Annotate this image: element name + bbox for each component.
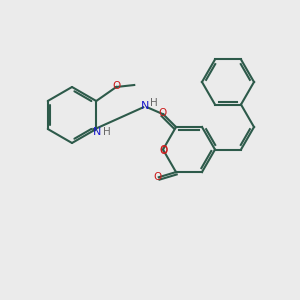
Text: O: O [159, 146, 167, 155]
Text: O: O [158, 108, 166, 118]
Text: N: N [93, 127, 101, 137]
Text: H: H [103, 127, 111, 137]
Text: O: O [112, 81, 120, 91]
Text: O: O [159, 145, 167, 154]
Text: O: O [154, 172, 162, 182]
Text: H: H [150, 98, 158, 108]
Text: N: N [141, 101, 149, 111]
